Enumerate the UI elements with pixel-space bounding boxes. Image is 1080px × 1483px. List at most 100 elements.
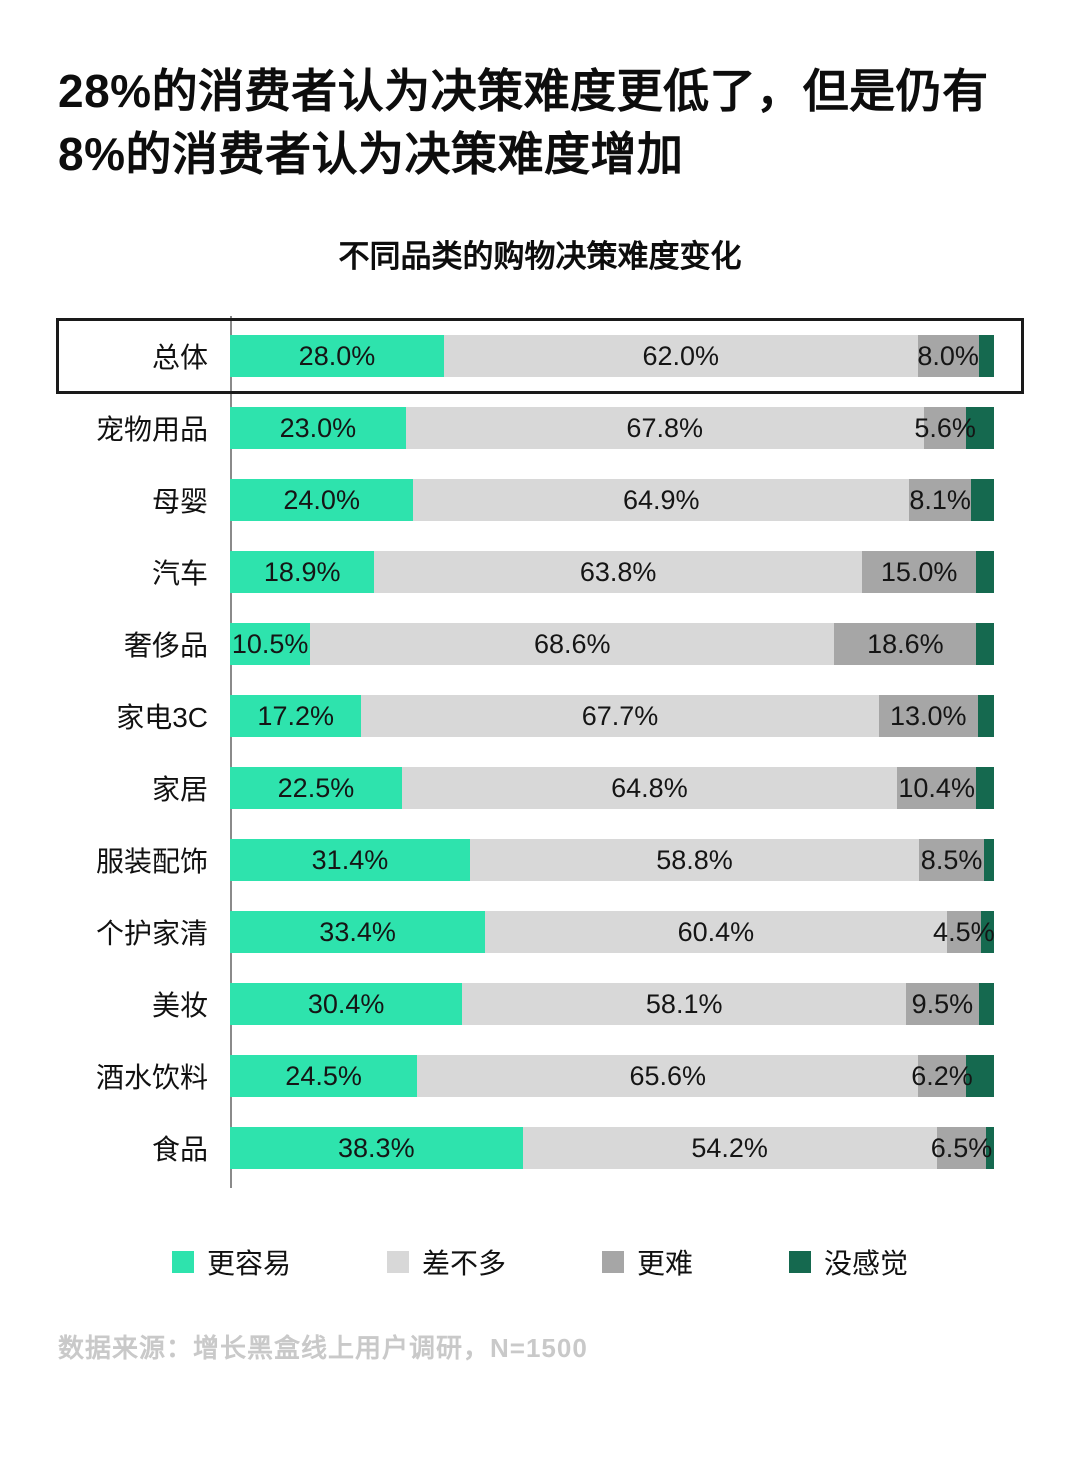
bar-segment-same: 63.8% <box>374 551 862 594</box>
value-label: 30.4% <box>307 988 385 1019</box>
bar-segment-harder: 10.4% <box>896 767 977 810</box>
chart-legend: 更容易 差不多 更难 没感觉 <box>58 1242 1022 1282</box>
bar-segment-harder: 6.2% <box>911 1055 973 1098</box>
bar-segment-same: 62.0% <box>443 335 918 378</box>
bar-segment-harder: 8.0% <box>917 335 979 378</box>
bar-segment-same: 65.6% <box>417 1055 919 1098</box>
value-label: 8.5% <box>920 844 983 875</box>
bar-segment-same: 60.4% <box>485 911 947 954</box>
value-label: 10.4% <box>898 772 975 803</box>
bar-segment-easier: 18.9% <box>230 551 375 594</box>
bar-segment-no-feeling <box>965 1055 994 1098</box>
chart-row: 家居 22.5% 64.8% 10.4% <box>58 752 1022 824</box>
bar-segment-no-feeling <box>977 695 994 738</box>
value-label: 33.4% <box>319 916 396 947</box>
value-label: 9.5% <box>911 988 974 1019</box>
bar-segment-no-feeling <box>978 983 994 1026</box>
bar-segment-harder: 4.5% <box>933 911 995 954</box>
value-label: 60.4% <box>677 916 755 947</box>
legend-item: 更容易 <box>171 1242 291 1282</box>
value-label: 67.7% <box>581 700 659 731</box>
bar-segment-harder: 8.1% <box>909 479 972 522</box>
bar-segment-no-feeling <box>978 335 994 378</box>
stacked-bar-chart: 总体 28.0% 62.0% 8.0% 宠物用品 23.0% 67.8% 5.6% 母婴 24.0… <box>56 316 1024 1189</box>
stacked-bar: 24.0% 64.9% 8.1% <box>230 479 994 522</box>
bar-segment-harder: 15.0% <box>861 551 977 594</box>
category-label: 母婴 <box>151 486 208 518</box>
legend-swatch-icon <box>386 1251 409 1274</box>
chart-row: 酒水饮料 24.5% 65.6% 6.2% <box>58 1040 1022 1112</box>
legend-label: 更难 <box>637 1248 694 1280</box>
value-label: 68.6% <box>533 628 611 659</box>
value-label: 28.0% <box>298 340 376 371</box>
bar-segment-same: 64.9% <box>413 479 910 522</box>
bar-segment-easier: 28.0% <box>230 335 444 378</box>
bar-segment-easier: 33.4% <box>230 911 486 954</box>
chart-row: 服装配饰 31.4% 58.8% 8.5% <box>58 824 1022 896</box>
category-label: 服装配饰 <box>95 846 208 878</box>
stacked-bar: 33.4% 60.4% 4.5% <box>230 911 995 954</box>
bar-segment-harder: 5.6% <box>914 407 976 450</box>
legend-swatch-icon <box>602 1251 624 1274</box>
value-label: 10.5% <box>231 628 309 659</box>
bar-segment-no-feeling <box>976 551 994 594</box>
value-label: 67.8% <box>626 412 703 443</box>
value-label: 8.1% <box>909 484 971 515</box>
chart-row: 食品 38.3% 54.2% 6.5% <box>58 1112 1022 1184</box>
legend-label: 没感觉 <box>824 1248 909 1280</box>
stacked-bar: 10.5% 68.6% 18.6% <box>230 623 994 666</box>
value-label: 62.0% <box>642 340 720 371</box>
bar-segment-no-feeling <box>976 767 994 810</box>
value-label: 6.5% <box>930 1132 993 1163</box>
bar-segment-same: 58.1% <box>462 983 907 1026</box>
value-label: 31.4% <box>311 844 389 875</box>
stacked-bar: 31.4% 58.8% 8.5% <box>230 839 994 882</box>
stacked-bar: 22.5% 64.8% 10.4% <box>230 767 994 810</box>
value-label: 15.0% <box>880 556 958 587</box>
value-label: 13.0% <box>890 700 967 731</box>
chart-row-highlighted: 总体 28.0% 62.0% 8.0% <box>56 318 1024 395</box>
stacked-bar: 17.2% 67.7% 13.0% <box>230 695 994 738</box>
bar-segment-easier: 17.2% <box>230 695 362 738</box>
legend-item: 没感觉 <box>789 1242 908 1282</box>
bar-segment-no-feeling <box>984 839 994 882</box>
bar-segment-easier: 38.3% <box>230 1127 523 1170</box>
bar-segment-easier: 23.0% <box>230 407 406 450</box>
stacked-bar: 23.0% 67.8% 5.6% <box>230 407 994 450</box>
stacked-bar: 28.0% 62.0% 8.0% <box>230 335 994 378</box>
category-label: 酒水饮料 <box>95 1062 208 1094</box>
value-label: 17.2% <box>257 700 334 731</box>
value-label: 22.5% <box>277 772 355 803</box>
bar-segment-same: 58.8% <box>469 839 920 882</box>
category-label: 奢侈品 <box>123 630 208 662</box>
legend-swatch-icon <box>171 1251 194 1274</box>
chart-row: 宠物用品 23.0% 67.8% 5.6% <box>58 392 1022 464</box>
bar-segment-harder: 13.0% <box>878 695 978 738</box>
value-label: 24.0% <box>283 484 360 515</box>
value-label: 64.9% <box>622 484 700 515</box>
category-label: 食品 <box>151 1134 208 1166</box>
bar-segment-no-feeling <box>976 623 994 666</box>
bar-segment-same: 67.7% <box>361 695 879 738</box>
category-label: 总体 <box>151 342 208 374</box>
bar-segment-no-feeling <box>971 479 994 522</box>
bar-segment-easier: 22.5% <box>230 767 402 810</box>
value-label: 65.6% <box>629 1060 707 1091</box>
category-label: 家电3C <box>116 702 208 734</box>
legend-label: 差不多 <box>421 1248 506 1280</box>
value-label: 18.9% <box>263 556 341 587</box>
bar-segment-easier: 10.5% <box>230 623 311 666</box>
stacked-bar: 30.4% 58.1% 9.5% <box>230 983 994 1026</box>
value-label: 18.6% <box>867 628 944 659</box>
bar-segment-easier: 31.4% <box>230 839 470 882</box>
chart-row: 奢侈品 10.5% 68.6% 18.6% <box>58 608 1022 680</box>
value-label: 4.5% <box>933 916 995 947</box>
chart-row: 母婴 24.0% 64.9% 8.1% <box>58 464 1022 536</box>
page-title: 28%的消费者认为决策难度更低了，但是仍有8%的消费者认为决策难度增加 <box>58 65 989 180</box>
y-axis-line <box>230 316 232 1189</box>
stacked-bar: 18.9% 63.8% 15.0% <box>230 551 994 594</box>
chart-row: 汽车 18.9% 63.8% 15.0% <box>58 536 1022 608</box>
value-label: 8.0% <box>917 340 979 371</box>
legend-swatch-icon <box>789 1251 812 1274</box>
category-label: 汽车 <box>151 558 208 590</box>
